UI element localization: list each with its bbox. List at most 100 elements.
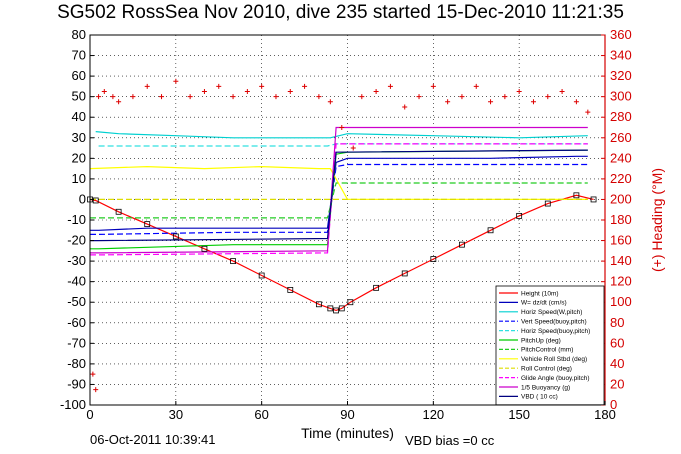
legend-entry-11: VBD ( 10 cc)	[521, 394, 558, 401]
heading-point	[144, 83, 150, 89]
legend-entry-4: Horiz Speed(buoy,pitch)	[521, 328, 590, 335]
heading-point	[327, 99, 333, 105]
heading-point	[473, 83, 479, 89]
heading-point	[585, 109, 591, 115]
heading-point	[273, 94, 279, 100]
y2-tick-label: 320	[610, 68, 632, 83]
height-marker	[590, 196, 597, 203]
y-tick-label: 10	[72, 171, 86, 186]
heading-point	[90, 371, 96, 377]
heading-point	[545, 94, 551, 100]
legend-entry-5: PitchUp (deg)	[521, 337, 561, 344]
chart-title: SG502 RossSea Nov 2010, dive 235 started…	[57, 2, 624, 23]
heading-point	[302, 83, 308, 89]
heading-point	[359, 94, 365, 100]
height-marker	[230, 258, 236, 265]
x-tick-label: 150	[508, 407, 530, 422]
x-tick-label: 30	[169, 407, 183, 422]
y-tick-label: 80	[72, 27, 86, 42]
legend-entry-1: W= dz/dt (cm/s)	[521, 300, 567, 307]
y-tick-label: 20	[72, 150, 86, 165]
heading-point	[116, 99, 122, 105]
height-marker	[347, 299, 354, 306]
heading-point	[387, 83, 393, 89]
y2-tick-label: 120	[610, 274, 632, 289]
height-marker	[487, 227, 494, 234]
y-tick-label: 60	[72, 68, 86, 83]
heading-point	[316, 94, 322, 100]
heading-point	[216, 83, 222, 89]
height-marker	[315, 301, 322, 308]
series-line-0	[89, 194, 594, 312]
y2-tick-label: 300	[610, 89, 632, 104]
heading-point	[339, 125, 345, 130]
series-line-9	[90, 143, 588, 256]
y2-tick-label: 80	[610, 315, 624, 330]
y2-tick-label: 160	[610, 233, 632, 248]
height-marker	[459, 241, 465, 248]
x-tick-label: 90	[340, 407, 354, 422]
x-tick-label: 120	[422, 407, 444, 422]
heading-point	[573, 99, 579, 105]
heading-point	[287, 89, 293, 95]
height-marker	[573, 192, 580, 199]
series-line-6	[90, 182, 588, 219]
height-marker	[327, 305, 334, 312]
vbd-bias-label: VBD bias =0 cc	[405, 433, 495, 448]
x-tick-label: 0	[86, 407, 93, 422]
y2-tick-label: 280	[610, 109, 632, 124]
height-marker	[338, 305, 345, 312]
heading-point	[159, 94, 165, 100]
heading-point	[201, 89, 207, 95]
y-tick-label: -30	[67, 253, 86, 268]
legend-entry-7: Vehicle Roll Stbd (deg)	[521, 356, 587, 363]
series-line-1	[90, 155, 588, 231]
y2-tick-label: 180	[610, 212, 632, 227]
y-tick-label: 50	[72, 89, 86, 104]
legend-entry-10: 1/5 Buoyancy (g)	[521, 384, 570, 391]
y-tick-label: -100	[60, 397, 86, 412]
height-marker	[401, 270, 408, 277]
height-marker	[144, 221, 151, 228]
y-tick-label: 40	[72, 109, 86, 124]
heading-point	[373, 89, 379, 95]
heading-point	[96, 94, 102, 100]
y-tick-label: 30	[72, 130, 86, 145]
heading-point	[187, 94, 193, 100]
heading-point	[244, 89, 250, 95]
series-line-7	[89, 165, 588, 200]
y-tick-label: -50	[67, 294, 86, 309]
heading-point	[101, 89, 107, 95]
height-marker	[201, 245, 208, 252]
x-tick-label: 60	[254, 407, 268, 422]
y2-tick-label: 100	[610, 294, 632, 309]
height-marker	[430, 256, 437, 262]
series-line-2	[95, 131, 588, 139]
height-marker	[373, 284, 380, 291]
heading-point	[488, 99, 494, 105]
y2-tick-label: 260	[610, 130, 632, 145]
height-marker	[172, 233, 179, 240]
heading-point	[130, 94, 136, 100]
legend-entry-0: Height (10m)	[521, 290, 559, 297]
heading-point	[516, 89, 522, 95]
height-marker	[287, 286, 294, 293]
heading-point	[459, 94, 465, 100]
height-marker	[258, 272, 265, 279]
y2-tick-label: 0	[610, 397, 617, 412]
y-tick-label: -20	[67, 233, 86, 248]
series-line-10	[90, 126, 588, 254]
y2-tick-label: 240	[610, 150, 632, 165]
heading-point	[110, 94, 116, 100]
y2-tick-label: 200	[610, 191, 632, 206]
height-marker	[333, 307, 339, 314]
heading-point	[559, 89, 565, 95]
y2-tick-label: 220	[610, 171, 632, 186]
y2-tick-label: 140	[610, 253, 632, 268]
height-marker	[544, 200, 551, 207]
legend-box	[495, 285, 605, 406]
heading-point	[173, 78, 179, 84]
legend-entry-3: Vert Speed(buoy,pitch)	[521, 319, 587, 326]
y-tick-label: -90	[67, 376, 86, 391]
